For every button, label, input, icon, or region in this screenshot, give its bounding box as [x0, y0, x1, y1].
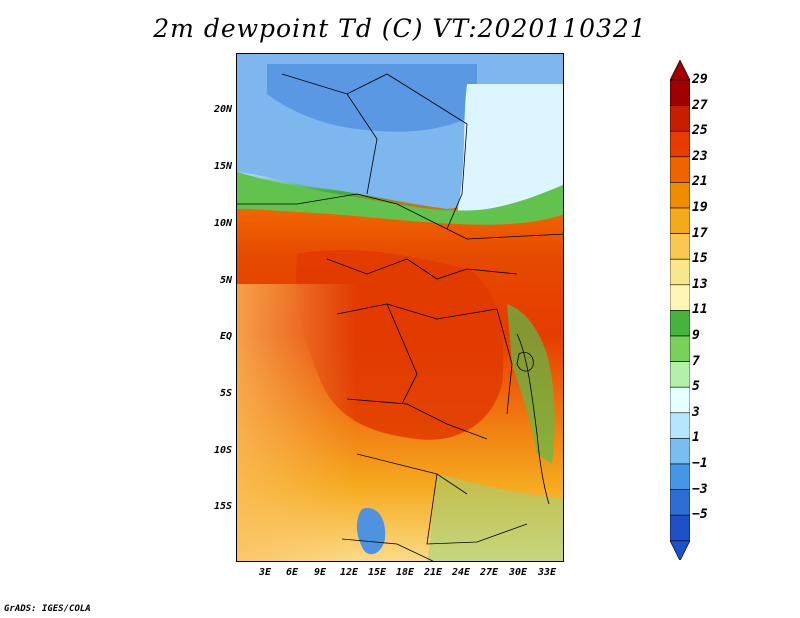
lon-label-3e: 3E — [258, 567, 272, 578]
lat-label-15n: 15N — [213, 161, 232, 172]
lake-victoria — [516, 351, 534, 372]
country-borders — [237, 73, 563, 561]
colorbar — [670, 60, 690, 560]
colorbar-label: 15 — [692, 251, 708, 267]
colorbar-swatch — [670, 412, 690, 439]
colorbar-swatch — [670, 233, 690, 260]
colorbar-swatch — [670, 514, 690, 542]
colorbar-swatch — [670, 182, 690, 209]
footer-credit: GrADS: IGES/COLA — [4, 604, 91, 614]
colorbar-swatch — [670, 335, 690, 362]
colorbar-swatch — [670, 361, 690, 388]
colorbar-swatch — [670, 463, 690, 490]
colorbar-label: 9 — [692, 328, 700, 343]
lat-label-5n: 5N — [219, 275, 232, 286]
lon-label-18e: 18E — [395, 567, 415, 578]
lon-label-30e: 30E — [508, 567, 528, 578]
lat-label-eq: EQ — [219, 331, 232, 342]
colorbar-label: −1 — [692, 456, 708, 471]
colorbar-swatch — [670, 284, 690, 311]
lon-label-24e: 24E — [451, 567, 471, 578]
colorbar-swatch — [670, 130, 690, 158]
colorbar-swatch — [670, 207, 690, 234]
lon-label-12e: 12E — [339, 567, 359, 578]
colorbar-label: 7 — [692, 353, 700, 369]
colorbar-label: −5 — [692, 507, 708, 523]
colorbar-swatch — [670, 105, 690, 132]
sahel-green-band — [237, 172, 563, 225]
chart-title: 2m dewpoint Td (C) VT:2020110321 — [153, 14, 647, 43]
colorbar-label: 5 — [692, 379, 700, 395]
colorbar-label: 29 — [692, 72, 708, 87]
colorbar-label: 23 — [692, 148, 708, 164]
colorbar-label: 27 — [692, 97, 708, 113]
lon-label-15e: 15E — [367, 567, 387, 578]
colorbar-label: 3 — [692, 404, 700, 420]
colorbar-label: 1 — [692, 430, 700, 446]
atlantic-gradient — [237, 284, 357, 561]
map-svg — [237, 54, 563, 561]
sahara-dry-core — [267, 64, 477, 132]
lat-label-10s: 10S — [213, 445, 232, 456]
lon-label-6e: 6E — [285, 567, 299, 578]
dewpoint-map — [236, 53, 564, 562]
colorbar-swatch — [670, 310, 690, 337]
lon-label-21e: 21E — [423, 567, 443, 578]
lat-label-20n: 20N — [213, 104, 232, 115]
colorbar-label: 13 — [692, 276, 708, 292]
colorbar-swatch — [670, 79, 690, 106]
lat-label-15s: 15S — [213, 501, 232, 512]
colorbar-top-arrow — [670, 60, 690, 81]
colorbar-bottom-arrow — [670, 540, 690, 560]
northeast-light-region — [457, 84, 563, 214]
lon-label-9e: 9E — [313, 567, 327, 578]
colorbar-label: 11 — [692, 302, 708, 318]
colorbar-label: −3 — [692, 481, 708, 497]
colorbar-swatch — [670, 438, 690, 465]
lon-label-27e: 27E — [479, 567, 499, 578]
colorbar-swatch — [670, 489, 690, 516]
colorbar-label: 19 — [692, 200, 708, 215]
colorbar-swatch — [670, 386, 690, 414]
lon-label-33e: 33E — [537, 567, 557, 578]
colorbar-swatch — [670, 156, 690, 183]
southern-green — [427, 474, 563, 561]
east-africa-green — [507, 304, 555, 464]
colorbar-swatch — [670, 258, 690, 286]
lat-label-5s: 5S — [219, 388, 232, 399]
colorbar-label: 25 — [692, 123, 708, 139]
colorbar-label: 17 — [692, 225, 708, 241]
colorbar-label: 21 — [692, 174, 708, 190]
lat-label-10n: 10N — [213, 218, 232, 229]
